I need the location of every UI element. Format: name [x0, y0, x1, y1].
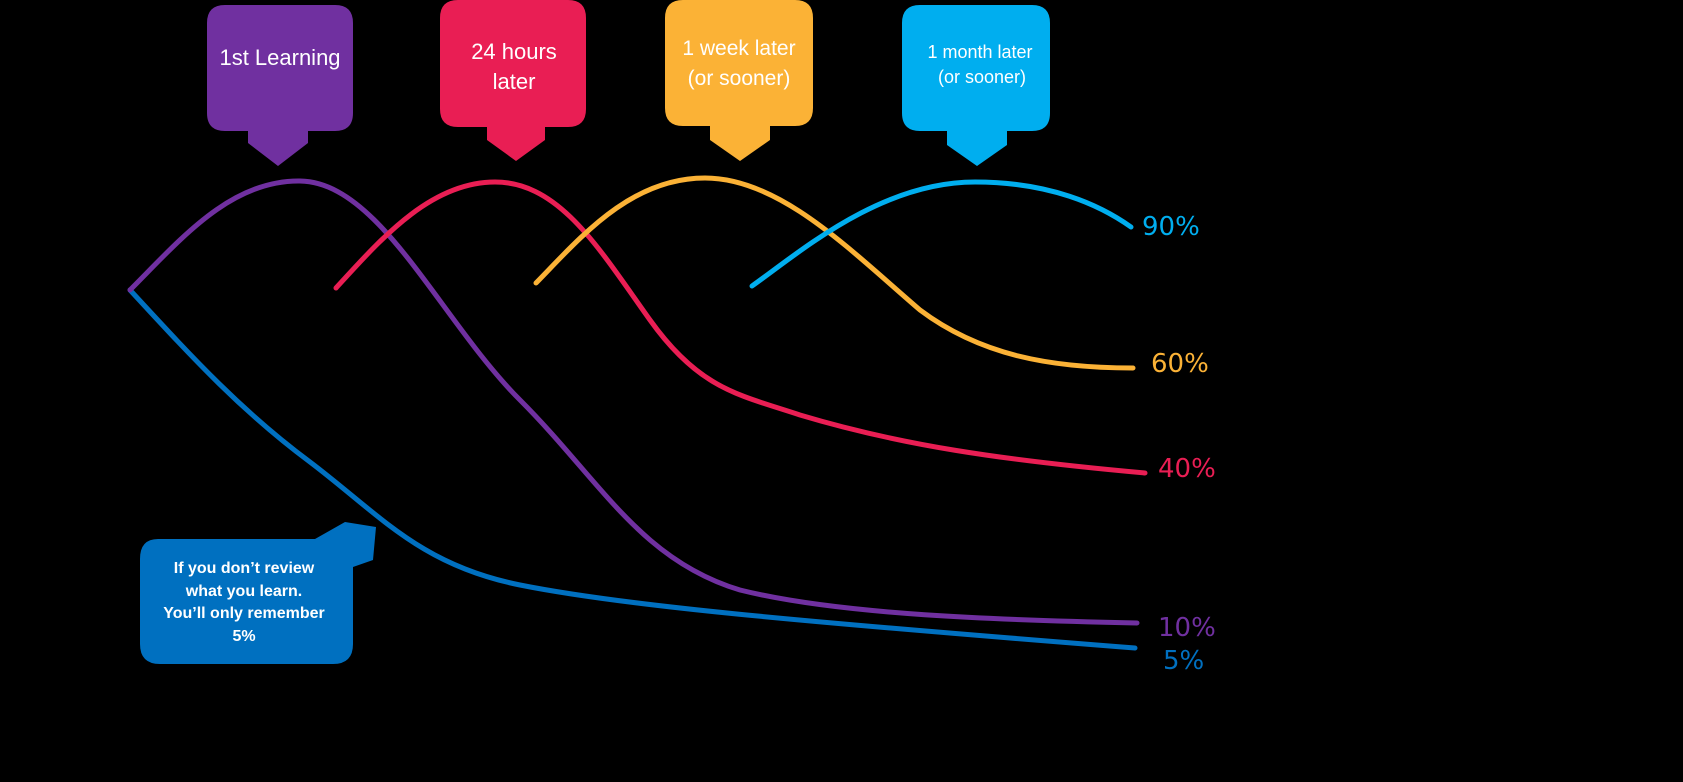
label-90-percent: 90%: [1142, 212, 1200, 242]
callout-1st-learning: 1st Learning: [207, 5, 353, 166]
callout-line: 1st Learning: [219, 45, 340, 70]
callout-1-month: 1 month later (or sooner): [902, 5, 1050, 166]
label-40-percent: 40%: [1158, 454, 1216, 484]
note-line: If you don’t review: [174, 560, 315, 577]
callout-line: 1 month later: [927, 42, 1032, 62]
curve-60-percent: [533, 175, 1136, 371]
curve-90-percent: [749, 179, 1134, 289]
callout-line: 1 week later: [682, 37, 795, 60]
curve-5-percent: [127, 287, 1138, 651]
callout-box: [665, 0, 813, 161]
callout-line: 24 hours: [471, 39, 557, 64]
note-line: You’ll only remember: [163, 605, 325, 622]
callout-line: later: [493, 69, 536, 94]
label-5-percent: 5%: [1163, 646, 1204, 676]
callout-line: (or sooner): [688, 67, 791, 90]
callout-line: (or sooner): [938, 67, 1026, 87]
curve-10-percent: [127, 178, 1140, 626]
callout-1-week: 1 week later (or sooner): [665, 0, 813, 161]
note-line: what you learn.: [185, 583, 302, 600]
label-10-percent: 10%: [1158, 613, 1216, 643]
callout-24-hours: 24 hours later: [440, 0, 586, 161]
callout-box: [902, 5, 1050, 166]
callout-box: [207, 5, 353, 166]
note-bubble: If you don’t review what you learn. You’…: [140, 522, 376, 664]
curve-40-percent: [333, 179, 1148, 476]
note-box: [140, 522, 376, 664]
label-60-percent: 60%: [1151, 349, 1209, 379]
callout-box: [440, 0, 586, 161]
note-line: 5%: [232, 628, 255, 645]
